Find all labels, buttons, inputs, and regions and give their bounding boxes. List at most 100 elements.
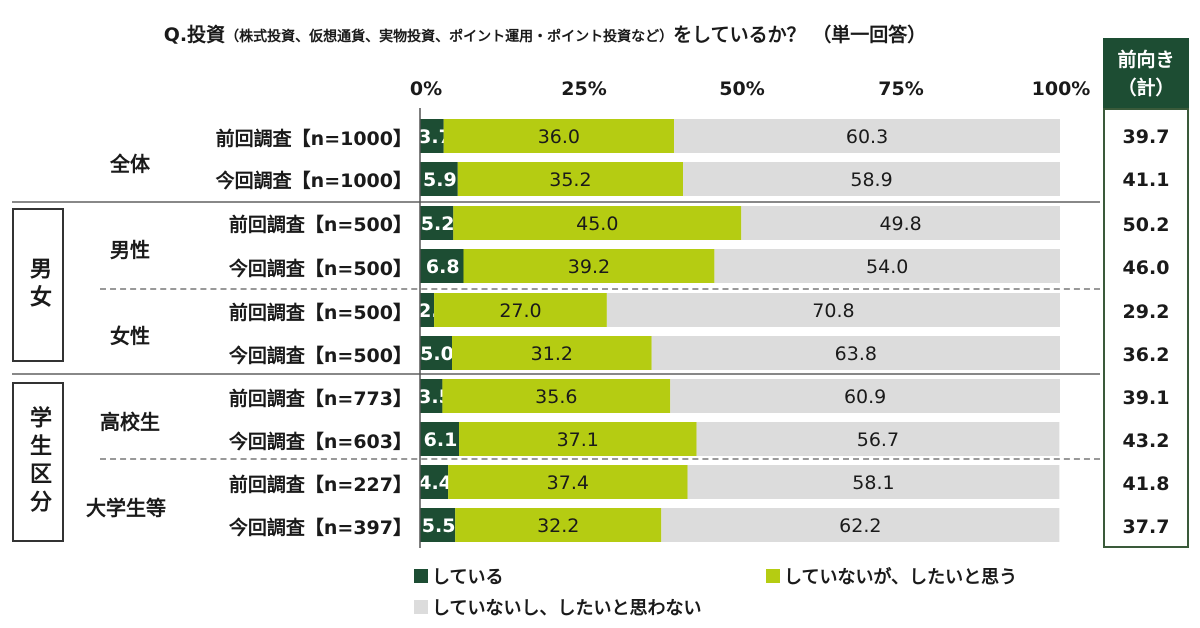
bar-value-label-doing: 5.2 [421,213,455,235]
separator-line [12,373,1100,375]
row-label: 前回調査【n=500】 [228,302,412,324]
row-label: 今回調査【n=500】 [228,258,412,280]
bar-segment-doing [420,249,464,283]
bar-value-label-no: 60.9 [844,386,886,408]
category-label-gender: 男女 [26,257,51,313]
category-box-student: 学生区分 [12,382,64,542]
bar-value-label-doing: 5.9 [423,169,457,191]
bar-segment-doing [420,293,435,327]
bar-segment-no [687,465,1060,499]
bar-segment-doing [420,422,460,456]
axis-tick-0: 0% [409,78,443,100]
bar-value-label-doing: 6.8 [426,256,460,278]
bar-value-label-want: 27.0 [499,300,541,322]
positive-total-value: 43.2 [1122,430,1170,452]
positive-total-box [1103,108,1189,548]
positive-total-value: 39.1 [1122,387,1170,409]
bar-value-label-doing: 5.0 [420,343,454,365]
positive-total-value: 41.8 [1122,473,1170,495]
bar-segment-doing [420,119,444,153]
bar-segment-doing [420,206,454,240]
bar-segment-doing [420,336,452,370]
bar-segment-no [670,379,1060,413]
row-label: 前回調査【n=773】 [228,388,412,410]
positive-total-value: 41.1 [1122,169,1170,191]
category-box-gender: 男女 [12,208,64,362]
title-paren: （株式投資、仮想通貨、実物投資、ポイント運用・ポイント投資など） [225,29,674,45]
group-label-highschool: 高校生 [100,410,160,434]
bar-segment-no [606,293,1060,327]
bar-value-label-want: 45.0 [576,213,618,235]
legend-swatch-doing [414,569,428,583]
bar-segment-want [457,162,684,196]
positive-total-value: 29.2 [1122,301,1170,323]
legend-label-want: していないが、したいと思う [784,567,1018,588]
bar-value-label-doing: 5.5 [422,515,456,537]
bar-value-label-want: 35.2 [549,169,591,191]
legend-label-no: していないし、したいと思わない [432,598,702,619]
bar-value-label-no: 49.8 [879,213,921,235]
bar-value-label-want: 37.4 [547,472,589,494]
bar-segment-no [674,119,1060,153]
bar-value-label-no: 58.1 [852,472,894,494]
bar-segment-want [442,379,671,413]
legend-item-want: していないが、したいと思う [766,563,1017,589]
bar-segment-doing [420,508,456,542]
bar-value-label-want: 36.0 [538,126,580,148]
bar-value-label-want: 37.1 [557,429,599,451]
bar-value-label-want: 31.2 [531,343,573,365]
positive-total-value: 50.2 [1122,214,1170,236]
axis-tick-25: 25% [561,78,607,100]
separator-line-dashed [100,458,1100,460]
row-label: 今回調査【n=1000】 [215,170,412,192]
positive-total-value: 39.7 [1122,126,1170,148]
group-label-overall: 全体 [110,152,150,176]
bar-value-label-want: 32.2 [537,515,579,537]
bar-segment-doing [420,465,449,499]
bar-value-label-no: 70.8 [812,300,854,322]
separator-line-dashed [100,288,1100,290]
positive-total-value: 37.7 [1122,516,1170,538]
positive-total-value: 46.0 [1122,257,1170,279]
bar-segment-want [448,465,688,499]
title-prefix: Q.投資 [163,24,226,46]
positive-total-value: 36.2 [1122,344,1170,366]
row-label: 今回調査【n=603】 [228,431,412,453]
axis-tick-75: 75% [878,78,924,100]
bar-value-label-no: 56.7 [857,429,899,451]
legend-swatch-no [414,600,428,614]
bar-value-label-want: 39.2 [568,256,610,278]
bar-segment-no [696,422,1060,456]
bar-segment-no [661,508,1060,542]
group-label-male: 男性 [110,238,150,262]
bar-segment-want [452,336,652,370]
axis-tick-50: 50% [719,78,765,100]
title-suffix: をしているか？ （単一回答） [673,24,927,46]
legend-item-doing: している [414,563,503,589]
bar-segment-no [714,249,1060,283]
positive-total-header: 前向き （計） [1103,38,1189,110]
row-label: 今回調査【n=500】 [228,345,412,367]
bar-segment-want [434,293,607,327]
bar-segment-want [455,508,662,542]
bar-value-label-no: 63.8 [835,343,877,365]
bar-segment-no [683,162,1060,196]
chart-title: Q.投資（株式投資、仮想通貨、実物投資、ポイント運用・ポイント投資など）をしてい… [0,20,1090,47]
row-label: 前回調査【n=500】 [228,214,412,236]
bar-value-label-doing: 3.7 [418,126,452,148]
legend-swatch-want [766,569,780,583]
bar-segment-no [741,206,1060,240]
group-label-female: 女性 [110,324,150,348]
bar-value-label-no: 54.0 [866,256,908,278]
positive-total-header-line2: （計） [1117,77,1175,99]
bar-segment-want [443,119,675,153]
bar-value-label-doing: 4.4 [418,472,452,494]
bar-segment-want [459,422,697,456]
category-label-student: 学生区分 [26,406,51,518]
bar-value-label-no: 60.3 [846,126,888,148]
group-label-university: 大学生等 [86,496,166,520]
axis-tick-100: 100% [1031,78,1091,100]
separator-line [12,201,1100,203]
bar-segment-want [453,206,742,240]
